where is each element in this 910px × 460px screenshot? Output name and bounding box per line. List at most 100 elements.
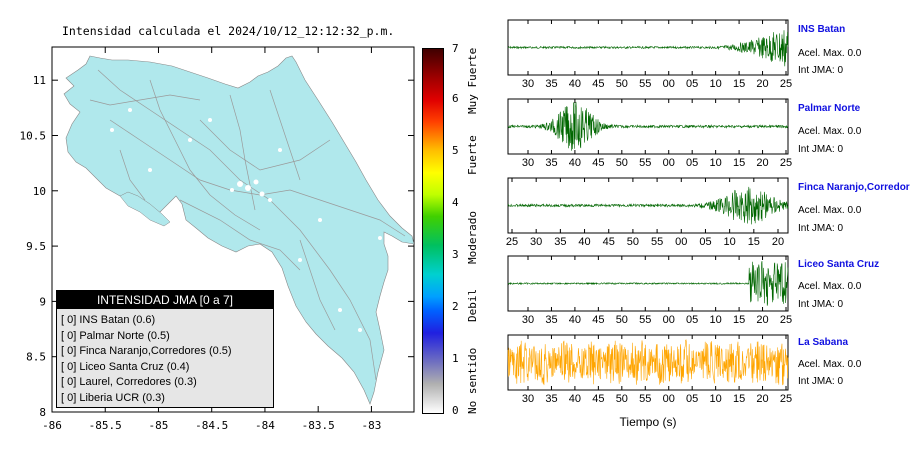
seismogram-trace [507,186,789,225]
seismogram-tick-label: 50 [616,393,628,405]
seismogram-trace [507,101,789,151]
seismogram-tick-label: 55 [639,314,651,326]
map-y-tick-label: 9 [39,295,46,308]
legend-header: INTENSIDAD JMA [0 a 7] [57,291,273,309]
seismogram-tick-label: 00 [675,236,687,248]
seismogram-tick-label: 40 [569,78,581,90]
seismogram-tick-label: 25 [780,393,792,405]
map-y-tick-label: 8 [39,406,46,419]
seismogram-tick-label: 10 [710,157,722,169]
station-acel: Acel. Max. 0.0 [798,205,862,216]
station-name: Finca Naranjo,Corredores [798,182,910,193]
seismogram-tick-label: 20 [756,393,768,405]
station-int: Int JMA: 0 [798,376,844,387]
seismogram-tick-label: 15 [733,78,745,90]
legend-item: [ 0] Liberia UCR (0.3) [61,391,165,404]
seismogram-tick-label: 30 [522,78,534,90]
seismogram-tick-label: 00 [663,78,675,90]
seismogram-tick-label: 20 [756,157,768,169]
seismogram-tick-label: 10 [710,393,722,405]
station-acel: Acel. Max. 0.0 [798,359,862,370]
seismogram-tick-label: 05 [686,393,698,405]
map-x-tick-label: -84.5 [195,419,228,432]
colorbar-tick: 7 [452,42,459,55]
seismogram-tick-label: 00 [663,157,675,169]
map-x-tick-label: -85 [149,419,169,432]
seismogram-tick-label: 45 [603,236,615,248]
colorbar-tick: 2 [452,300,459,313]
seismogram-tick-label: 20 [756,78,768,90]
station-int: Int JMA: 0 [798,144,844,155]
station-int: Int JMA: 0 [798,299,844,310]
seismogram-tick-label: 35 [545,157,557,169]
seismogram-panels: 30 35 40 45 50 55 00 05 10 15 20 25 30 35 40 45 50 55 00 05… [506,19,792,429]
chart-title: Intensidad calculada el 2024/10/12_12:12… [62,24,395,38]
seismogram-tick-label: 15 [733,314,745,326]
seismogram-panel: 30 35 40 45 50 55 00 05 10 15 20 25 [507,255,792,326]
seismogram-tick-label: 30 [522,157,534,169]
seismogram-tick-label: 55 [639,78,651,90]
seismogram-tick-label: 05 [686,157,698,169]
seismogram-tick-label: 25 [780,314,792,326]
station-name: La Sabana [798,337,849,348]
station-acel: Acel. Max. 0.0 [798,48,862,59]
legend-item: [ 0] INS Batan (0.6) [61,314,156,326]
map-y-tick-label: 11 [33,74,46,87]
seismogram-tick-label: 15 [748,236,760,248]
map-y-tick-label: 10 [33,185,46,198]
seismogram-panel: 30 35 40 45 50 55 00 05 10 15 20 25 [507,19,792,90]
colorbar-tick: 0 [452,404,459,417]
seismogram-tick-label: 30 [522,314,534,326]
colorbar-word: Debil [466,288,479,322]
colorbar-word: Moderado [466,211,479,264]
station-int: Int JMA: 0 [798,223,844,234]
station-acel: Acel. Max. 0.0 [798,281,862,292]
map-x-tick-label: -84 [255,419,275,432]
station-int: Int JMA: 0 [798,65,844,76]
colorbar-tick: 4 [452,196,459,209]
map-y-tick-label: 8.5 [26,351,46,364]
seismogram-tick-label: 35 [545,78,557,90]
seismogram-tick-label: 25 [780,157,792,169]
map-x-tick-label: -83 [361,419,381,432]
map-y-tick-label: 9.5 [26,240,46,253]
seismogram-tick-label: 15 [733,393,745,405]
costa-rica-landmass [63,55,414,405]
legend-item: [ 0] Palmar Norte (0.5) [61,329,170,342]
seismogram-panel: 30 35 40 45 50 55 00 05 10 15 20 25 [507,334,792,405]
seismogram-tick-label: 35 [554,236,566,248]
seismogram-tick-label: 55 [639,393,651,405]
legend-item: [ 0] Liceo Santa Cruz (0.4) [61,360,190,373]
seismogram-tick-label: 10 [710,78,722,90]
seismogram-tick-label: 50 [616,314,628,326]
seismogram-tick-label: 15 [733,157,745,169]
seismogram-tick-label: 55 [651,236,663,248]
seismogram-tick-label: 40 [578,236,590,248]
map-x-tick-label: -86 [42,419,62,432]
station-acel: Acel. Max. 0.0 [798,126,862,137]
seismogram-tick-label: 35 [545,393,557,405]
seismogram-tick-label: 10 [710,314,722,326]
colorbar-word: Fuerte [466,135,479,175]
legend-item: [ 0] Finca Naranjo,Corredores (0.5) [61,345,232,357]
seismogram-x-label: Tiempo (s) [620,415,677,429]
seismogram-tick-label: 25 [506,236,518,248]
seismogram-tick-label: 40 [569,393,581,405]
map-x-tick-label: -83.5 [302,419,335,432]
seismogram-tick-label: 50 [616,78,628,90]
seismogram-trace [507,261,789,306]
map-y-tick-label: 10.5 [20,129,47,142]
map-x-tick-label: -85.5 [89,419,122,432]
seismogram-tick-label: 45 [592,78,604,90]
seismogram-tick-label: 45 [592,314,604,326]
seismogram-tick-label: 30 [530,236,542,248]
legend-item: [ 0] Laurel, Corredores (0.3) [61,376,197,388]
intensity-legend: INTENSIDAD JMA [0 a 7] [ 0] INS Batan (0… [56,290,274,408]
station-name: Palmar Norte [798,103,861,114]
seismogram-tick-label: 00 [663,314,675,326]
seismogram-tick-label: 25 [780,78,792,90]
station-name: Liceo Santa Cruz [798,259,880,270]
colorbar-tick: 6 [452,92,459,105]
seismogram-tick-label: 45 [592,157,604,169]
intensity-colorbar [422,48,444,414]
